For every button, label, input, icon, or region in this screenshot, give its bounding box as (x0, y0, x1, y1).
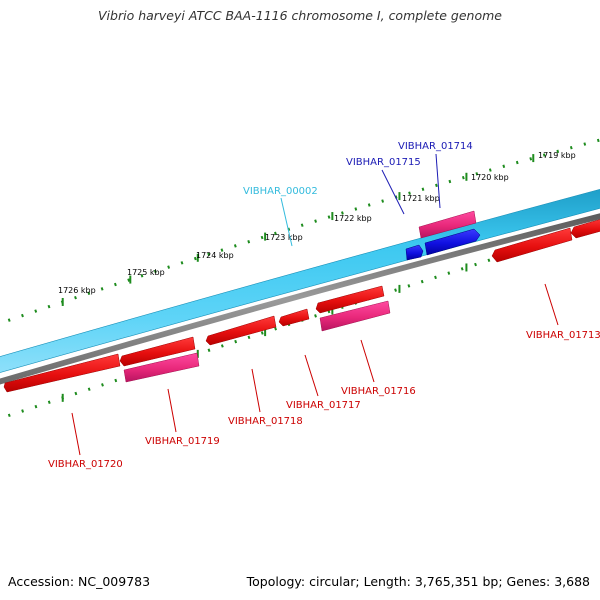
forward-strand-band (0, 189, 600, 373)
leader-VIBHAR_01717 (304, 354, 319, 397)
leader-VIBHAR_01713 (544, 283, 559, 326)
gene-label-VIBHAR_01720[interactable]: VIBHAR_01720 (48, 459, 123, 470)
kbp-labels: 1719 kbp 1720 kbp 1721 kbp 1722 kbp 1723… (58, 151, 576, 295)
gene-arrow-VIBHAR_01714[interactable] (418, 210, 477, 239)
gene-label-VIBHAR_00002[interactable]: VIBHAR_00002 (243, 186, 318, 197)
gene-arrows (3, 210, 600, 393)
label-leader-lines (71, 153, 559, 456)
gene-label-VIBHAR_01719[interactable]: VIBHAR_01719 (145, 436, 220, 447)
gene-labels: VIBHAR_01720 VIBHAR_01719 VIBHAR_01718 V… (48, 141, 600, 470)
gene-arrow-VIBHAR_01713[interactable] (491, 227, 573, 263)
gene-arrow-VIBHAR_01720[interactable] (3, 353, 121, 393)
gene-label-VIBHAR_01715[interactable]: VIBHAR_01715 (346, 157, 421, 168)
leader-VIBHAR_00002 (280, 197, 293, 247)
leader-VIBHAR_01715 (381, 169, 405, 215)
gene-arrow-red-b[interactable] (315, 285, 385, 314)
backbone-line (0, 213, 600, 385)
gene-arrow-red-a[interactable] (119, 336, 196, 367)
gene-arrow-VIBHAR_01718[interactable] (205, 315, 277, 346)
leader-VIBHAR_01716 (360, 339, 375, 383)
kbp-label-1721: 1721 kbp (402, 194, 440, 203)
leader-VIBHAR_01718 (251, 368, 261, 413)
gene-label-VIBHAR_01713[interactable]: VIBHAR_01713 (526, 330, 600, 341)
kbp-label-1723: 1723 kbp (265, 233, 303, 242)
gene-arrow-VIBHAR_01715[interactable] (405, 244, 424, 261)
leader-VIBHAR_01714 (435, 153, 441, 209)
accession-text: Accession: NC_009783 (8, 574, 151, 589)
kbp-label-1726: 1726 kbp (58, 286, 96, 295)
kbp-label-1722: 1722 kbp (334, 214, 372, 223)
kbp-label-1720: 1720 kbp (471, 173, 509, 182)
gene-label-VIBHAR_01717[interactable]: VIBHAR_01717 (286, 400, 361, 411)
gene-label-VIBHAR_01716[interactable]: VIBHAR_01716 (341, 386, 416, 397)
map-title: Vibrio harveyi ATCC BAA-1116 chromosome … (98, 8, 502, 23)
kbp-label-1719: 1719 kbp (538, 151, 576, 160)
gene-label-VIBHAR_01714[interactable]: VIBHAR_01714 (398, 141, 473, 152)
gene-arrow-VIBHAR_01719[interactable] (123, 352, 200, 383)
gene-arrow-blue-b[interactable] (424, 228, 481, 256)
genome-summary-text: Topology: circular; Length: 3,765,351 bp… (246, 574, 590, 589)
gene-arrow-VIBHAR_01717[interactable] (278, 308, 310, 327)
kbp-label-1725: 1725 kbp (127, 268, 165, 277)
kbp-label-1724: 1724 kbp (196, 251, 234, 260)
gene-arrow-VIBHAR_01716[interactable] (319, 300, 391, 332)
gene-label-VIBHAR_01718[interactable]: VIBHAR_01718 (228, 416, 303, 427)
leader-VIBHAR_01719 (167, 388, 177, 433)
leader-VIBHAR_01720 (71, 412, 81, 456)
